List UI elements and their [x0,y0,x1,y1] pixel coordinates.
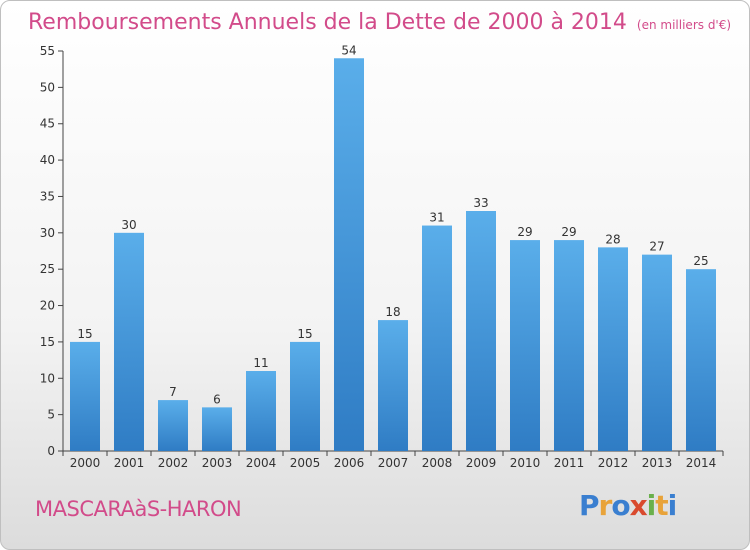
commune-name: MASCARAàS-HARON [35,497,242,521]
bar-value-label: 18 [385,305,400,319]
bar-value-label: 15 [297,327,312,341]
bar-2008 [422,225,452,451]
logo-letter: i [667,489,678,522]
x-tick-label: 2007 [378,456,409,470]
x-tick-label: 2013 [642,456,673,470]
bar-2014 [686,269,716,451]
logo-letter: P [579,489,600,522]
x-tick-label: 2010 [510,456,541,470]
x-tick-label: 2000 [70,456,101,470]
bar-value-label: 29 [561,225,576,239]
bar-2003 [202,407,232,451]
logo-letter: i [646,489,657,522]
y-tick-label: 30 [40,226,55,240]
y-tick-label: 15 [40,335,55,349]
proxiti-logo: Proxiti [579,489,678,522]
bar-2010 [510,240,540,451]
x-tick-label: 2014 [686,456,717,470]
bar-value-label: 27 [649,240,664,254]
bar-value-label: 31 [429,211,444,225]
bar-2000 [70,341,100,451]
bar-2007 [378,320,408,451]
bar-2004 [246,371,276,451]
bar-value-label: 33 [473,196,488,210]
x-tick-label: 2006 [334,456,365,470]
bar-2005 [290,341,320,451]
bar-value-label: 7 [169,385,177,399]
bar-value-label: 29 [517,225,532,239]
bar-value-label: 28 [605,232,620,246]
y-tick-label: 5 [47,408,55,422]
bar-value-label: 15 [77,327,92,341]
bar-2011 [554,240,584,451]
bar-2013 [642,254,672,451]
y-tick-label: 20 [40,299,55,313]
y-tick-label: 50 [40,80,55,94]
x-tick-label: 2005 [290,456,321,470]
y-tick-label: 25 [40,262,55,276]
x-tick-label: 2009 [466,456,497,470]
logo-letter: x [629,489,648,522]
y-tick-label: 10 [40,371,55,385]
logo-letter: o [611,489,630,522]
logo-letter: r [598,489,613,522]
x-tick-label: 2001 [114,456,145,470]
x-tick-label: 2008 [422,456,453,470]
x-tick-label: 2004 [246,456,277,470]
x-tick-label: 2011 [554,456,585,470]
bar-2001 [114,232,144,451]
bar-value-label: 6 [213,392,221,406]
logo-letter: t [655,489,668,522]
x-tick-label: 2012 [598,456,629,470]
bar-2006 [334,58,364,451]
bar-2002 [158,400,188,451]
chart-title-text: Remboursements Annuels de la Dette de 20… [28,10,627,35]
bar-2012 [598,247,628,451]
y-tick-label: 35 [40,189,55,203]
chart-title: Remboursements Annuels de la Dette de 20… [28,10,731,35]
y-tick-label: 40 [40,153,55,167]
x-tick-label: 2003 [202,456,233,470]
x-tick-label: 2002 [158,456,189,470]
bar-value-label: 54 [341,43,356,57]
bar-value-label: 25 [693,254,708,268]
y-tick-label: 0 [47,444,55,458]
bar-value-label: 30 [121,218,136,232]
chart-subtitle: (en milliers d'€) [636,18,732,32]
bar-2009 [466,211,496,451]
y-tick-label: 45 [40,117,55,131]
bar-value-label: 11 [253,356,268,370]
y-tick-label: 55 [40,44,55,58]
